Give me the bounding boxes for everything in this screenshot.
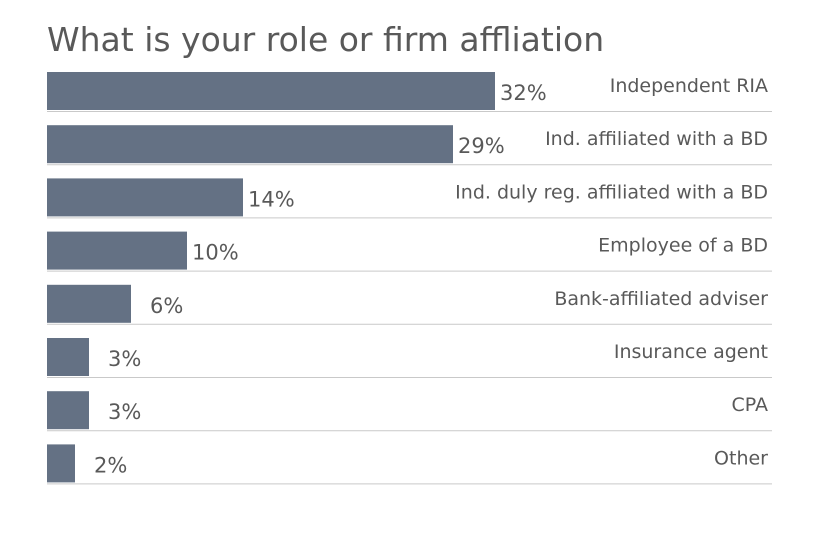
category-label: Ind. duly reg. affiliated with a BD	[455, 181, 768, 203]
bar	[47, 125, 453, 164]
value-label: 6%	[150, 294, 183, 318]
bar	[47, 178, 243, 217]
bar	[47, 338, 89, 376]
category-label: Insurance agent	[614, 341, 768, 363]
category-label: Other	[714, 447, 768, 469]
value-label: 2%	[94, 453, 127, 477]
category-label: Employee of a BD	[598, 235, 768, 257]
bar	[47, 284, 131, 323]
value-label: 29%	[458, 134, 505, 158]
value-label: 14%	[248, 187, 295, 211]
bar	[47, 391, 89, 430]
bar	[47, 72, 495, 110]
category-label: CPA	[731, 394, 768, 416]
value-label: 3%	[108, 347, 141, 371]
chart-title: What is your role or firm affliation	[47, 20, 605, 59]
bar	[47, 231, 187, 270]
value-label: 32%	[500, 81, 547, 105]
value-label: 10%	[192, 241, 239, 265]
value-label: 3%	[108, 400, 141, 424]
category-label: Ind. affiliated with a BD	[545, 128, 768, 150]
category-label: Independent RIA	[610, 75, 768, 97]
category-label: Bank-affiliated adviser	[554, 288, 768, 310]
bar	[47, 444, 75, 483]
